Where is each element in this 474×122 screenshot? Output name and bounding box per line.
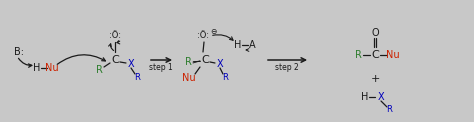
Text: R: R bbox=[355, 50, 362, 60]
Text: C: C bbox=[201, 55, 209, 65]
Text: Nu: Nu bbox=[182, 73, 196, 83]
Text: X: X bbox=[217, 59, 223, 69]
Text: H: H bbox=[33, 63, 41, 73]
Text: R: R bbox=[386, 105, 392, 113]
Text: :Ö:: :Ö: bbox=[109, 31, 121, 41]
Text: A: A bbox=[249, 40, 255, 50]
Text: Nu: Nu bbox=[45, 63, 59, 73]
Text: step 1: step 1 bbox=[149, 63, 173, 72]
Text: R: R bbox=[184, 57, 191, 67]
Text: :Ö:: :Ö: bbox=[197, 31, 209, 41]
Text: H: H bbox=[234, 40, 242, 50]
Text: ⊖: ⊖ bbox=[210, 27, 216, 36]
Text: H: H bbox=[361, 92, 369, 102]
Text: R: R bbox=[96, 65, 102, 75]
Text: X: X bbox=[378, 92, 384, 102]
Text: +: + bbox=[370, 74, 380, 84]
Text: step 2: step 2 bbox=[275, 63, 299, 72]
Text: R: R bbox=[222, 73, 228, 82]
Text: X: X bbox=[128, 59, 134, 69]
Text: C: C bbox=[371, 50, 379, 60]
Text: O: O bbox=[371, 28, 379, 38]
Text: B:: B: bbox=[14, 47, 24, 57]
Text: Nu: Nu bbox=[386, 50, 400, 60]
Text: C: C bbox=[111, 55, 119, 65]
Text: R: R bbox=[134, 73, 140, 82]
